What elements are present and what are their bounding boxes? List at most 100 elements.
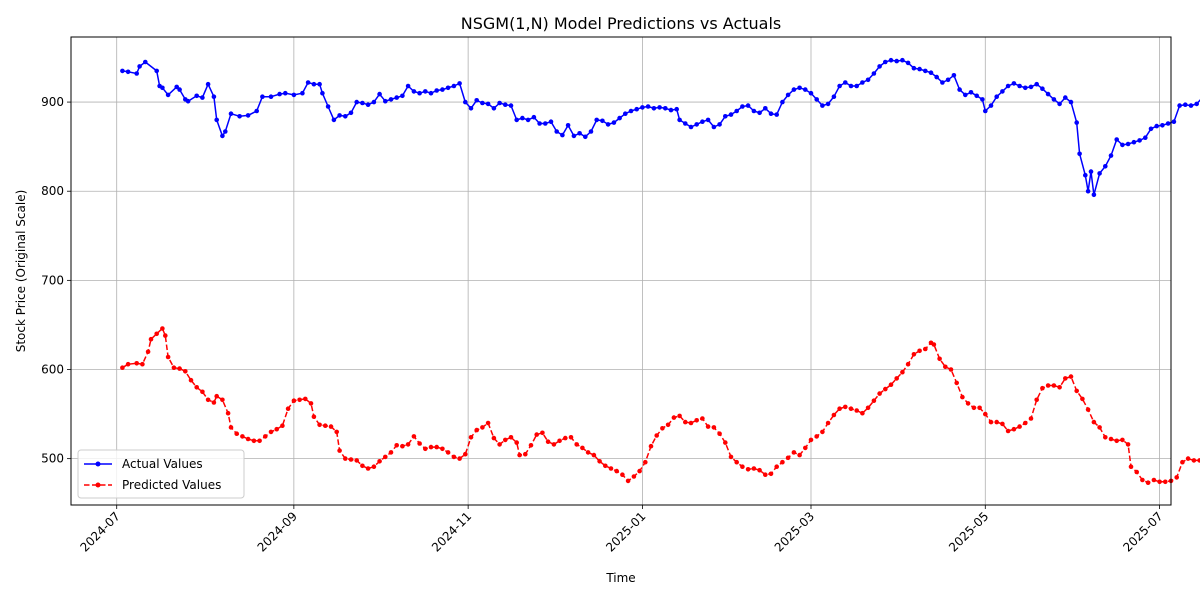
data-point-actual-values [300, 90, 305, 96]
data-point-actual-values [825, 101, 831, 107]
data-point-actual-values [125, 69, 131, 75]
data-point-predicted-values [597, 459, 602, 464]
data-point-actual-values [205, 81, 211, 87]
data-point-actual-values [283, 90, 288, 96]
data-point-predicted-values [194, 385, 199, 390]
data-point-predicted-values [134, 361, 139, 366]
data-point-actual-values [337, 113, 342, 118]
data-point-actual-values [651, 106, 657, 111]
data-point-predicted-values [717, 431, 722, 437]
data-point-predicted-values [434, 444, 440, 450]
data-point-actual-values [1160, 123, 1165, 128]
data-point-actual-values [808, 90, 814, 96]
data-point-actual-values [745, 103, 751, 108]
data-point-predicted-values [1074, 388, 1079, 394]
legend: Actual Values Predicted Values [77, 449, 245, 499]
data-point-predicted-values [705, 424, 711, 429]
data-point-actual-values [740, 104, 745, 109]
data-point-actual-values [365, 102, 371, 107]
data-point-actual-values [1083, 172, 1088, 178]
data-point-predicted-values [883, 386, 888, 392]
data-point-predicted-values [1140, 477, 1145, 483]
data-point-predicted-values [240, 434, 245, 439]
data-point-predicted-values [140, 361, 145, 367]
data-point-predicted-values [1185, 456, 1191, 461]
data-point-actual-values [1177, 103, 1182, 108]
data-point-actual-values [1143, 135, 1148, 140]
data-point-predicted-values [183, 369, 188, 374]
data-point-predicted-values [751, 466, 757, 471]
data-point-predicted-values [988, 419, 994, 425]
data-point-actual-values [780, 99, 785, 105]
data-point-actual-values [497, 100, 502, 106]
data-point-actual-values [640, 105, 645, 110]
data-point-predicted-values [614, 468, 619, 474]
data-point-predicted-values [785, 455, 791, 461]
data-point-actual-values [1114, 137, 1119, 142]
data-point-actual-values [474, 98, 480, 103]
data-point-actual-values [565, 123, 571, 128]
data-point-predicted-values [740, 464, 745, 470]
data-point-actual-values [751, 108, 757, 114]
data-point-predicted-values [205, 397, 211, 403]
data-point-actual-values [1131, 139, 1137, 145]
data-point-actual-values [957, 87, 962, 92]
data-point-actual-values [723, 114, 728, 119]
data-point-predicted-values [311, 414, 317, 420]
x-axis-title: Time [605, 571, 635, 585]
data-point-predicted-values [654, 433, 659, 438]
data-point-predicted-values [188, 377, 194, 383]
data-point-predicted-values [371, 464, 377, 470]
data-point-actual-values [174, 84, 179, 90]
data-point-actual-values [791, 87, 797, 92]
data-point-actual-values [1074, 120, 1079, 125]
data-point-actual-values [480, 100, 485, 106]
data-point-predicted-values [871, 398, 877, 404]
plot-frame [70, 36, 1172, 506]
data-point-predicted-values [1197, 458, 1200, 463]
data-point-predicted-values [671, 415, 677, 420]
data-point-predicted-values [348, 457, 354, 462]
data-point-actual-values [820, 103, 825, 108]
data-point-predicted-values [620, 472, 625, 478]
data-point-actual-values [554, 129, 559, 134]
data-point-predicted-values [263, 434, 268, 439]
data-point-actual-values [803, 87, 808, 92]
data-point-actual-values [463, 99, 468, 105]
data-point-predicted-values [1145, 480, 1151, 486]
data-point-actual-values [485, 101, 491, 107]
data-point-actual-values [457, 81, 462, 86]
data-point-actual-values [428, 90, 434, 96]
data-point-actual-values [871, 71, 877, 76]
data-point-actual-values [134, 71, 139, 76]
data-point-actual-values [1154, 123, 1159, 129]
data-point-predicted-values [557, 438, 562, 444]
data-point-actual-values [277, 91, 282, 97]
data-point-predicted-values [354, 458, 360, 463]
data-point-actual-values [940, 80, 945, 85]
data-point-predicted-values [825, 420, 831, 426]
data-point-actual-values [623, 111, 628, 116]
data-point-predicted-values [1103, 435, 1108, 440]
data-point-actual-values [491, 106, 497, 111]
data-point-actual-values [911, 65, 917, 71]
data-point-actual-values [405, 83, 411, 89]
data-point-actual-values [663, 106, 668, 111]
data-point-predicted-values [608, 466, 614, 471]
data-point-actual-values [951, 73, 957, 78]
data-point-actual-values [165, 92, 171, 98]
data-point-predicted-values [1034, 397, 1039, 403]
data-point-predicted-values [1063, 376, 1068, 381]
data-point-actual-values [1034, 81, 1039, 87]
data-point-predicted-values [894, 376, 899, 381]
data-point-predicted-values [843, 404, 848, 410]
data-point-predicted-values [165, 354, 171, 360]
data-point-actual-values [1120, 142, 1125, 148]
data-point-actual-values [694, 122, 699, 127]
data-point-predicted-values [1023, 420, 1028, 426]
data-point-predicted-values [1045, 383, 1051, 388]
data-point-predicted-values [528, 443, 534, 448]
y-tick-label: 900 [41, 95, 64, 109]
data-point-actual-values [1137, 138, 1142, 143]
